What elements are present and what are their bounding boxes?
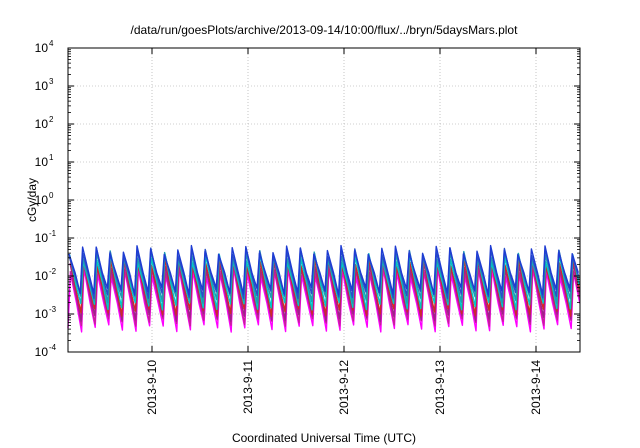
- y-tick-label: 10: [35, 269, 49, 283]
- series-line: [68, 244, 579, 296]
- y-tick-exponent: 3: [49, 77, 54, 86]
- series-line: [68, 252, 580, 311]
- y-tick-exponent: 1: [49, 153, 54, 162]
- chart-title: /data/run/goesPlots/archive/2013-09-14/1…: [131, 23, 519, 37]
- y-tick-label: 10: [35, 155, 49, 169]
- y-axis-label: cGy/day: [25, 178, 39, 222]
- y-tick-label: 10: [35, 79, 49, 93]
- y-tick-exponent: -2: [49, 267, 57, 276]
- y-tick-exponent: -1: [49, 229, 57, 238]
- x-tick-label: 2013-9-12: [337, 360, 351, 415]
- y-tick-label: 10: [35, 193, 49, 207]
- y-tick-label: 10: [35, 345, 49, 359]
- x-tick-label: 2013-9-14: [529, 360, 543, 415]
- y-tick-exponent: -4: [49, 343, 57, 352]
- y-tick-label: 10: [35, 231, 49, 245]
- y-tick-exponent: 4: [49, 39, 54, 48]
- x-axis-ticks: 2013-9-10 2013-9-11 2013-9-12 2013-9-13 2013…: [145, 48, 543, 415]
- x-tick-label: 2013-9-13: [433, 360, 447, 415]
- y-tick-label: 10: [35, 117, 49, 131]
- x-tick-label: 2013-9-10: [145, 360, 159, 415]
- y-tick-label: 10: [35, 41, 49, 55]
- y-tick-exponent: -3: [49, 305, 57, 314]
- x-axis-label: Coordinated Universal Time (UTC): [232, 431, 416, 445]
- y-tick-label: 10: [35, 307, 49, 321]
- x-tick-label: 2013-9-11: [241, 360, 255, 414]
- y-tick-exponent: 2: [49, 115, 54, 124]
- y-tick-exponent: 0: [49, 191, 54, 200]
- series-group: [67, 244, 581, 333]
